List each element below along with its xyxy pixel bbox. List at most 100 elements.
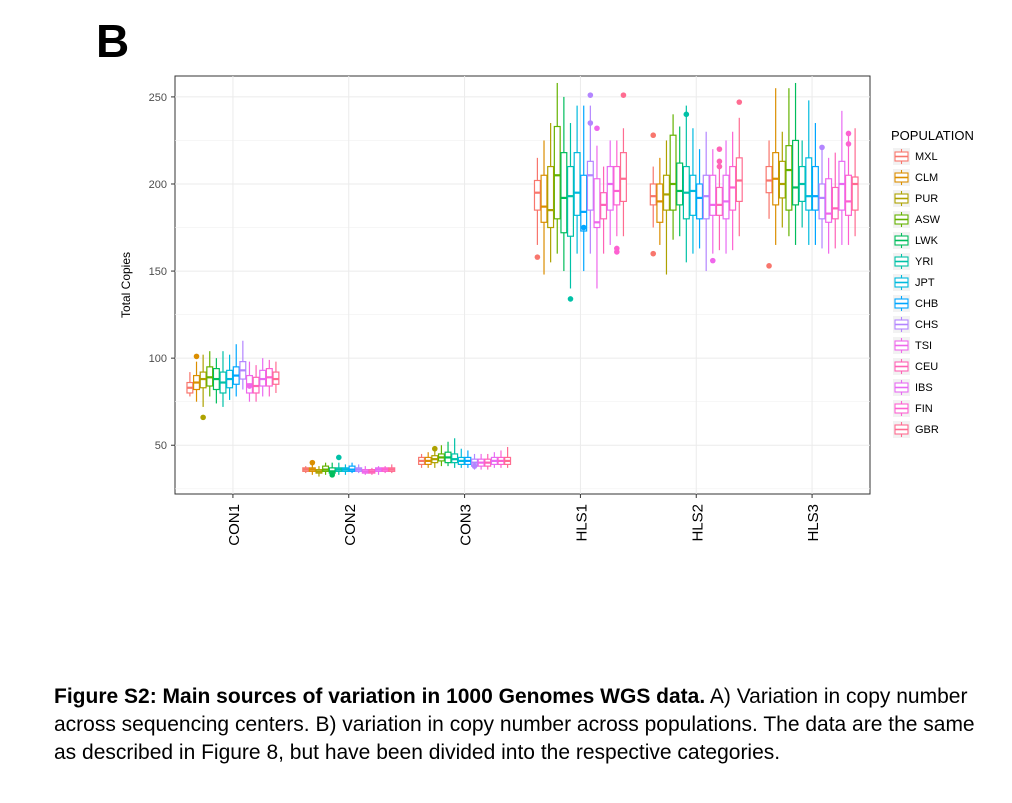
legend-label: JPT: [915, 277, 935, 289]
box-HLS1-JPT: [573, 105, 581, 254]
box-rect: [722, 174, 730, 220]
legend-item-chb: CHB: [893, 295, 938, 312]
box-rect: [811, 165, 819, 211]
box-rect: [709, 174, 717, 216]
outlier-point: [336, 454, 342, 461]
box-CON1-CHS: [239, 340, 247, 390]
box-CON2-TSI: [361, 466, 369, 475]
legend-item-pur: PUR: [893, 190, 938, 207]
x-tick-label: CON3: [458, 504, 475, 546]
box-CON2-YRI: [335, 454, 343, 475]
caption-title: Figure S2: Main sources of variation in …: [54, 685, 706, 708]
box-HLS2-MXL: [649, 132, 657, 257]
legend-label: CHS: [915, 319, 938, 331]
box-rect: [553, 125, 561, 220]
box-rect: [851, 176, 859, 211]
box-HLS3-CHS: [818, 144, 826, 249]
outlier-point: [683, 111, 690, 118]
legend-label: YRI: [915, 256, 933, 268]
outlier-point: [716, 146, 723, 152]
caption-text: A) Variation in copy number across seque…: [54, 685, 975, 764]
box-HLS3-YRI: [798, 140, 806, 228]
box-CON3-LWK: [444, 441, 452, 467]
axes: 50 100 150 200 250 CON1 CON2 CON3 HLS1 HLS2 HLS3: [149, 92, 822, 546]
outlier-point: [594, 125, 600, 132]
outlier-point: [193, 353, 200, 360]
box-CON3-GBR: [504, 446, 512, 468]
box-CON3-YRI: [451, 438, 459, 468]
legend-label: CLM: [915, 172, 938, 184]
legend-label: CHB: [915, 298, 938, 310]
outlier-point: [567, 296, 574, 302]
box-CON1-LWK: [212, 358, 220, 404]
box-rect: [540, 174, 548, 223]
outlier-point: [534, 254, 541, 260]
outlier-point: [329, 472, 336, 478]
box-CON2-GBR: [388, 464, 396, 474]
legend-label: GBR: [915, 424, 939, 436]
legend-label: FIN: [915, 403, 933, 415]
legend-item-gbr: GBR: [893, 421, 939, 438]
box-CON2-CHS: [355, 464, 363, 474]
box-HLS1-IBS: [606, 140, 614, 245]
box-CON2-FIN: [381, 466, 389, 474]
box-rect: [580, 174, 588, 232]
outlier-point: [845, 130, 852, 137]
box-rect: [818, 183, 826, 220]
box-HLS1-CLM: [540, 140, 548, 275]
box-rect: [649, 183, 657, 206]
outlier-point: [620, 92, 627, 98]
box-HLS1-CHS: [586, 92, 594, 254]
legend-label: ASW: [915, 214, 941, 226]
outlier-point: [650, 250, 657, 257]
outlier-point: [614, 249, 620, 255]
box-HLS2-ASW: [669, 114, 677, 240]
legend: POPULATION MXL CLM PUR ASW LWK YRI JPT CHB CHS TS…: [891, 128, 974, 438]
box-CON1-YRI: [219, 351, 227, 407]
box-HLS3-CLM: [772, 88, 780, 245]
box-CON1-PUR: [199, 354, 207, 421]
box-rect: [566, 165, 575, 237]
box-CON3-CLM: [424, 452, 432, 468]
box-rect: [662, 174, 670, 211]
legend-label: TSI: [915, 340, 932, 352]
box-rect: [593, 178, 601, 229]
box-HLS1-CEU: [600, 166, 608, 254]
box-CON2-CEU: [368, 467, 376, 475]
box-rect: [573, 152, 581, 216]
legend-label: LWK: [915, 235, 939, 247]
box-HLS2-PUR: [662, 140, 670, 275]
box-CON2-JPT: [341, 464, 349, 475]
outlier-point: [650, 132, 657, 139]
box-rect: [533, 179, 541, 211]
outlier-point: [716, 163, 723, 170]
outlier-point: [766, 263, 772, 269]
box-rect: [838, 160, 846, 211]
y-tick-label: 150: [149, 266, 167, 278]
box-HLS3-IBS: [838, 110, 846, 245]
box-rect: [560, 152, 568, 234]
box-HLS3-LWK: [792, 82, 800, 245]
outlier-point: [736, 99, 743, 105]
box-CON3-ASW: [437, 445, 445, 467]
box-CON3-CHB: [464, 450, 472, 468]
legend-item-ibs: IBS: [893, 379, 933, 396]
outlier-point: [309, 459, 316, 466]
box-rect: [785, 145, 793, 211]
box-CON3-MXL: [418, 453, 426, 468]
box-HLS1-CHB: [580, 105, 588, 272]
legend-label: PUR: [915, 193, 938, 205]
legend-label: IBS: [915, 382, 933, 394]
box-CON2-ASW: [322, 462, 330, 475]
box-rect: [656, 183, 664, 223]
outlier-point: [845, 141, 852, 147]
box-HLS3-JPT: [805, 100, 813, 245]
box-HLS3-MXL: [765, 140, 773, 269]
y-tick-label: 100: [149, 353, 167, 365]
outlier-point: [200, 414, 206, 421]
box-rect: [696, 183, 704, 220]
box-HLS2-CEU: [715, 146, 723, 251]
x-tick-label: HLS1: [573, 504, 590, 542]
outlier-point: [819, 144, 825, 151]
legend-item-jpt: JPT: [893, 274, 935, 291]
